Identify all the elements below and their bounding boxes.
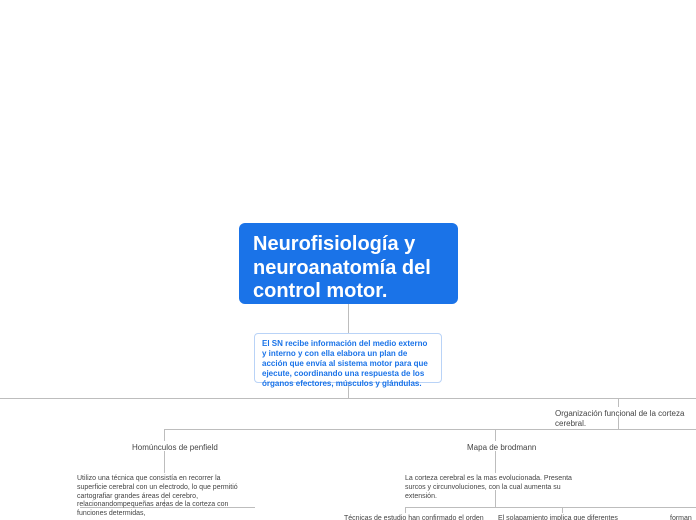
- label-tecnicas-text: Técnicas de estudio han confirmado el or…: [344, 515, 484, 520]
- description-text: El SN recibe información del medio exter…: [262, 339, 428, 388]
- body-mapa-brodmann: La corteza cerebral es la mas evoluciona…: [405, 475, 585, 501]
- connector-line: [562, 507, 563, 513]
- label-solapamiento: El solapamiento implica que diferentes s…: [498, 515, 646, 520]
- label-forman-text: forman u: [670, 515, 692, 520]
- body-homunculos-text: Utilizo una técnica que consistía en rec…: [77, 475, 238, 517]
- connector-line: [405, 507, 406, 513]
- label-forman: forman u: [670, 515, 696, 520]
- label-organizacion: Organización funcional de la corteza cer…: [555, 409, 695, 429]
- connector-line: [164, 429, 165, 441]
- connector-line: [618, 398, 619, 407]
- connector-line: [164, 451, 165, 473]
- label-mapa-brodmann-text: Mapa de brodmann: [467, 443, 536, 452]
- root-node: Neurofisiología y neuroanatomía del cont…: [239, 223, 458, 304]
- connector-line: [348, 304, 349, 333]
- root-title: Neurofisiología y neuroanatomía del cont…: [253, 233, 431, 302]
- body-mapa-brodmann-text: La corteza cerebral es la mas evoluciona…: [405, 475, 572, 500]
- label-homunculos-text: Homúnculos de penfield: [132, 443, 218, 452]
- label-tecnicas: Técnicas de estudio han confirmado el or…: [344, 515, 484, 520]
- label-solapamiento-text: El solapamiento implica que diferentes s…: [498, 515, 618, 520]
- label-homunculos: Homúnculos de penfield: [132, 443, 252, 453]
- body-homunculos: Utilizo una técnica que consistía en rec…: [77, 475, 252, 519]
- label-mapa-brodmann: Mapa de brodmann: [467, 443, 567, 453]
- connector-line: [495, 451, 496, 473]
- label-organizacion-text: Organización funcional de la corteza cer…: [555, 409, 684, 428]
- description-node: El SN recibe información del medio exter…: [254, 333, 442, 383]
- connector-line: [495, 429, 496, 441]
- connector-line: [0, 398, 696, 399]
- connector-line: [405, 507, 696, 508]
- connector-line: [164, 429, 696, 430]
